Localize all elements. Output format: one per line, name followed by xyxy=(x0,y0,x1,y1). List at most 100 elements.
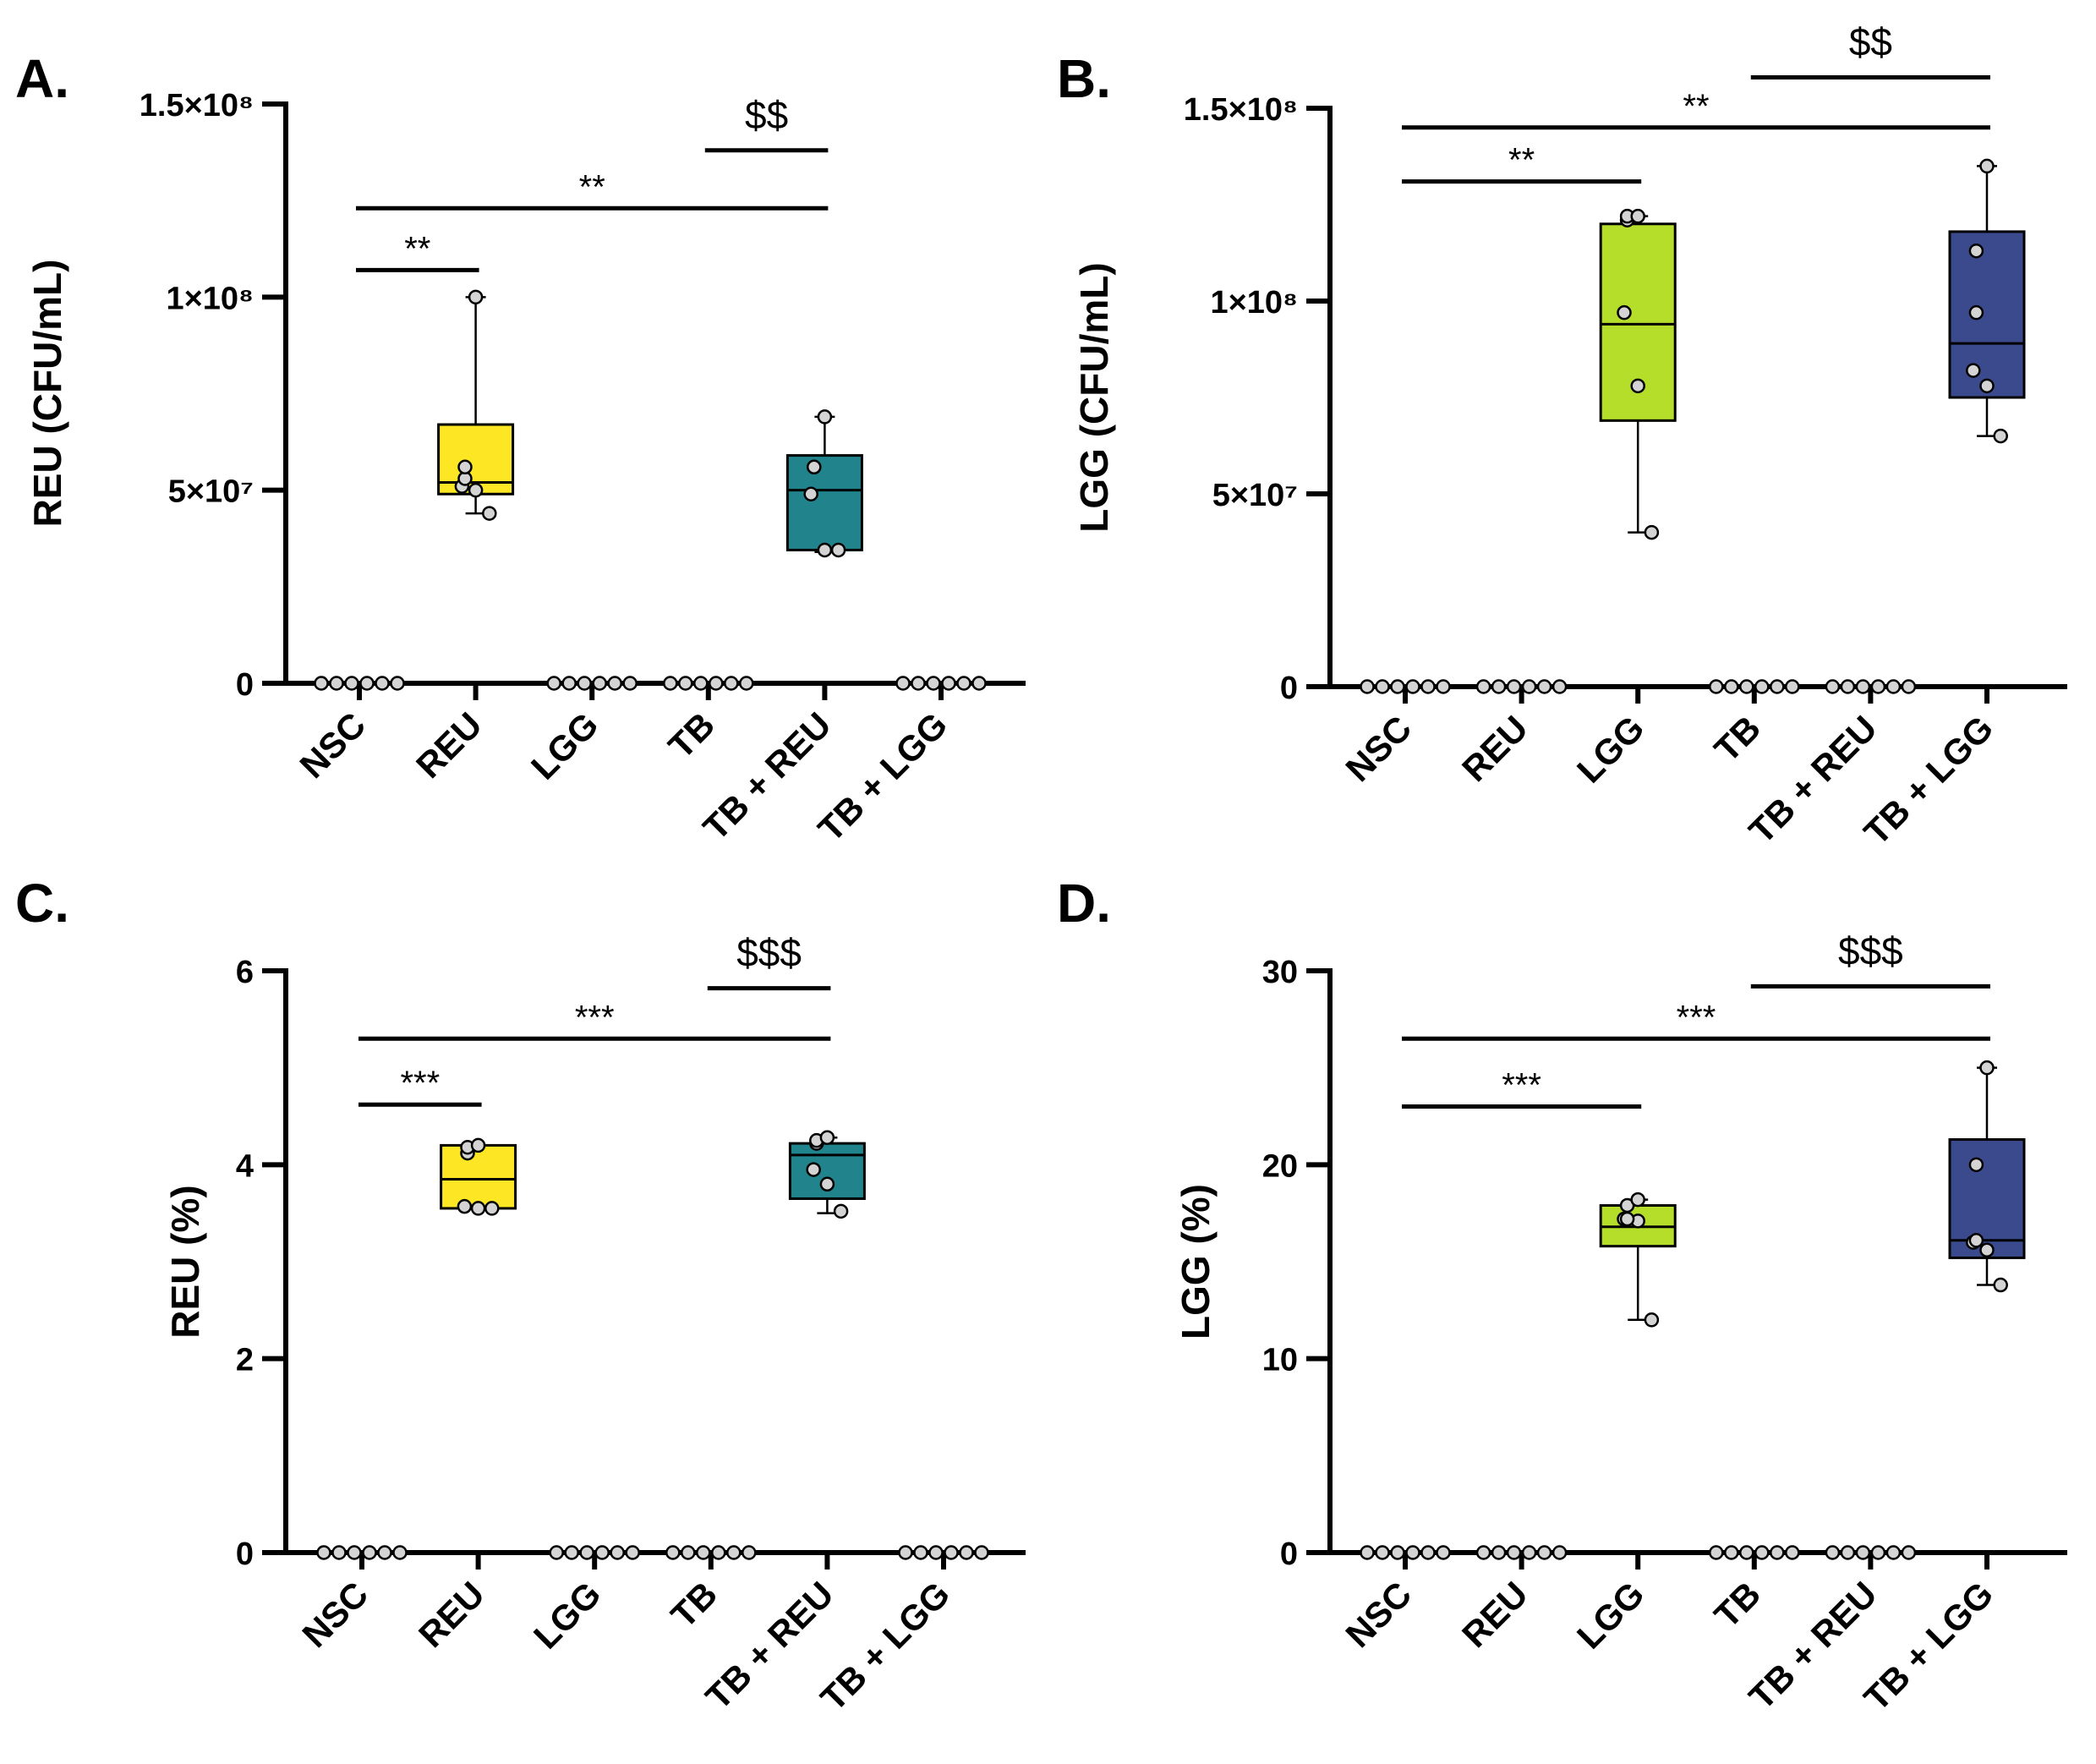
y-tick-label: 30 xyxy=(1262,955,1298,990)
data-point xyxy=(696,1545,711,1560)
data-point xyxy=(1840,679,1856,694)
data-point xyxy=(316,1545,331,1560)
data-point xyxy=(484,1201,500,1216)
data-point xyxy=(457,1198,473,1214)
x-tick-label: TB xyxy=(1706,708,1768,770)
data-point xyxy=(693,676,709,691)
data-point xyxy=(1968,243,1984,259)
significance-dollar-label: $$$ xyxy=(736,931,802,975)
data-point xyxy=(561,676,577,691)
data-point xyxy=(564,1545,579,1560)
significance-star-label: *** xyxy=(1502,1067,1541,1104)
y-tick-label: 0 xyxy=(1280,1537,1298,1572)
data-point xyxy=(1420,1545,1436,1560)
data-point xyxy=(1420,679,1436,694)
data-point xyxy=(1855,1545,1871,1560)
data-point xyxy=(1979,158,1995,174)
data-point xyxy=(1825,1545,1841,1560)
data-point xyxy=(913,1545,928,1560)
data-point xyxy=(344,676,359,691)
data-point xyxy=(678,676,693,691)
data-point xyxy=(928,1545,944,1560)
panel-label: D. xyxy=(1057,873,1111,934)
data-point xyxy=(1993,428,2008,444)
data-point xyxy=(1754,679,1770,694)
data-point xyxy=(359,676,375,691)
data-point xyxy=(1709,679,1724,694)
data-point xyxy=(1739,1545,1754,1560)
data-point xyxy=(549,1545,564,1560)
data-point xyxy=(1536,1545,1552,1560)
y-tick-label: 20 xyxy=(1262,1148,1298,1184)
data-point xyxy=(1901,1545,1917,1560)
data-point xyxy=(468,482,484,498)
significance-star-label: ** xyxy=(1683,88,1709,125)
data-point xyxy=(622,676,638,691)
box-tb-lgg xyxy=(1948,230,2026,399)
x-tick-label: REU xyxy=(1454,1574,1535,1655)
y-axis-label: LGG (%) xyxy=(1174,1184,1218,1339)
data-point xyxy=(1436,679,1451,694)
data-point xyxy=(625,1545,640,1560)
data-point xyxy=(1630,1192,1645,1208)
data-point xyxy=(607,676,622,691)
significance-star-label: ** xyxy=(1508,142,1535,179)
data-point xyxy=(830,542,846,558)
data-point xyxy=(1506,1545,1522,1560)
x-tick-label: REU xyxy=(411,1574,492,1655)
data-point xyxy=(468,289,484,305)
data-point xyxy=(807,459,822,475)
x-tick-label: REU xyxy=(408,704,490,786)
data-point xyxy=(610,1545,625,1560)
data-point xyxy=(392,1545,408,1560)
data-point xyxy=(1491,1545,1507,1560)
data-point xyxy=(1390,1545,1405,1560)
x-tick-label: LGG xyxy=(523,704,606,787)
data-point xyxy=(457,459,473,475)
significance-star-label: *** xyxy=(400,1065,440,1102)
box-tb-reu xyxy=(785,454,863,551)
y-tick-label: 1×10⁸ xyxy=(166,281,254,316)
data-point xyxy=(1436,1545,1451,1560)
data-point xyxy=(1619,1211,1635,1227)
data-point xyxy=(739,676,754,691)
data-point xyxy=(1770,1545,1785,1560)
x-tick-label: LGG xyxy=(1569,708,1652,791)
data-point xyxy=(1739,679,1754,694)
x-tick-label: TB xyxy=(663,1574,725,1635)
data-point xyxy=(819,1130,835,1145)
data-point xyxy=(347,1545,362,1560)
data-point xyxy=(724,676,739,691)
y-axis-label: LGG (CFU/mL) xyxy=(1072,262,1116,532)
x-tick-label: TB xyxy=(660,704,722,766)
data-point xyxy=(817,542,833,558)
data-point xyxy=(1551,1545,1568,1560)
data-point xyxy=(898,1545,913,1560)
data-point xyxy=(1993,1277,2008,1293)
data-point xyxy=(817,409,833,425)
data-point xyxy=(482,506,497,521)
data-point xyxy=(1979,1242,1995,1257)
panel-label: C. xyxy=(15,873,69,934)
data-point xyxy=(926,676,941,691)
data-point xyxy=(314,676,329,691)
data-point xyxy=(377,1545,392,1560)
data-point xyxy=(1885,1545,1902,1560)
data-point xyxy=(470,1201,486,1216)
data-point xyxy=(1360,679,1375,694)
data-point xyxy=(1855,679,1871,694)
data-point xyxy=(1979,378,1995,394)
data-point xyxy=(390,676,405,691)
y-tick-label: 4 xyxy=(236,1148,254,1184)
data-point xyxy=(1966,363,1981,378)
y-tick-label: 1.5×10⁸ xyxy=(1184,92,1298,128)
data-point xyxy=(895,676,911,691)
y-tick-label: 5×10⁷ xyxy=(168,474,254,510)
y-axis-label: REU (CFU/mL) xyxy=(25,260,69,528)
data-point xyxy=(1644,524,1660,540)
data-point xyxy=(1901,679,1917,694)
data-point xyxy=(1375,1545,1390,1560)
significance-dollar-label: $$ xyxy=(745,93,788,137)
